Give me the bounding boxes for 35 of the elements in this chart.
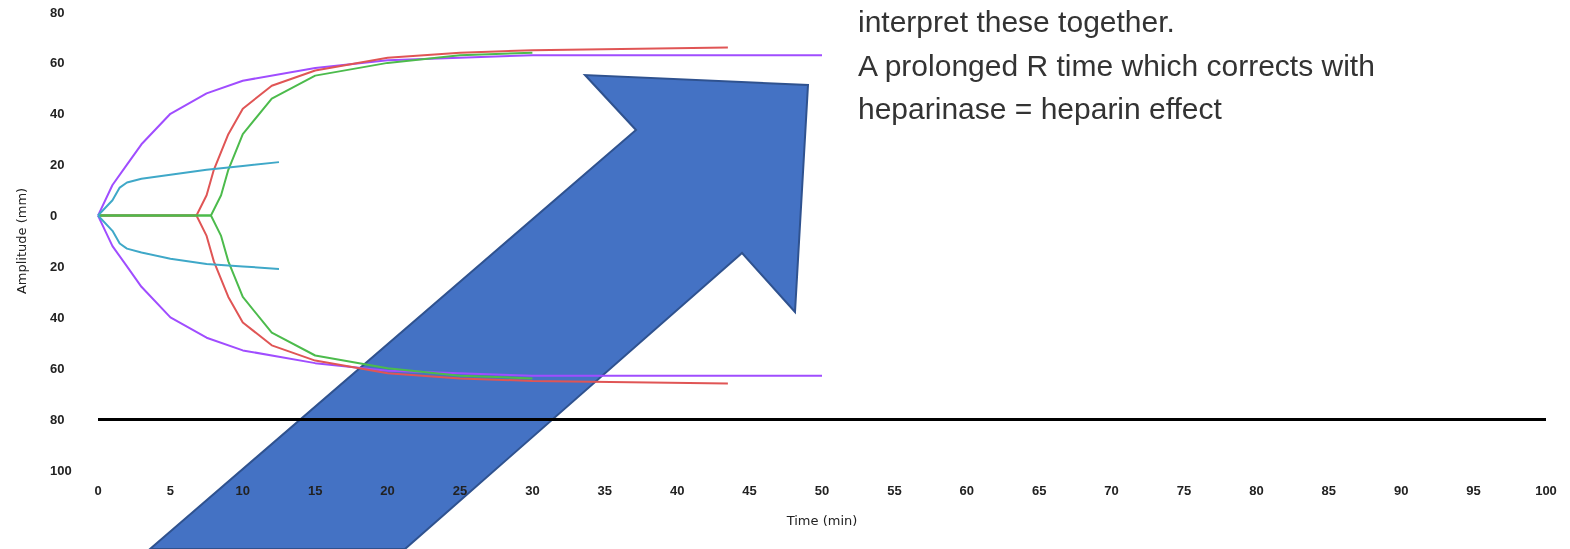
x-tick-label: 15 (307, 483, 323, 498)
x-tick-label: 65 (1031, 483, 1047, 498)
annotation: interpret these together. (858, 5, 1175, 38)
x-tick-label: 5 (166, 483, 175, 498)
y-tick-label: 60 (50, 55, 65, 71)
annotation: A prolonged R time which corrects with heparinase = heparin effect (858, 49, 1384, 125)
y-tick-label: 40 (50, 106, 65, 122)
y-axis-title: Amplitude (mm) (14, 187, 29, 295)
x-tick-label: 30 (525, 483, 540, 498)
y-tick-label: 80 (50, 411, 65, 427)
y-tick-label: 20 (50, 258, 65, 274)
x-tick-label: 20 (380, 483, 395, 498)
y-tick-label: 20 (50, 157, 65, 173)
y-tick-label: 100 (50, 462, 72, 478)
x-tick-label: 70 (1104, 483, 1119, 498)
x-tick-label: 55 (887, 483, 902, 498)
x-axis-title: Time (min) (785, 513, 858, 528)
x-tick-label: 40 (669, 483, 685, 498)
x-tick-label: 0 (94, 483, 102, 498)
x-tick-label: 50 (814, 483, 830, 498)
x-tick-label: 75 (1176, 483, 1192, 498)
y-tick-label: 60 (50, 360, 65, 376)
y-tick-label: 0 (50, 208, 58, 224)
x-tick-label: 25 (452, 483, 468, 498)
x-tick-label: 95 (1466, 483, 1481, 498)
x-tick-label: 10 (235, 483, 251, 498)
x-tick-label: 35 (597, 483, 613, 498)
x-tick-label: 45 (742, 483, 757, 498)
x-tick-label: 85 (1321, 483, 1337, 498)
y-tick-label: 40 (50, 309, 65, 325)
x-tick-label: 60 (959, 483, 975, 498)
x-tick-label: 80 (1249, 483, 1264, 498)
x-tick-label: 90 (1393, 483, 1409, 498)
x-tick-label: 100 (1535, 483, 1557, 498)
y-tick-label: 80 (50, 4, 65, 20)
